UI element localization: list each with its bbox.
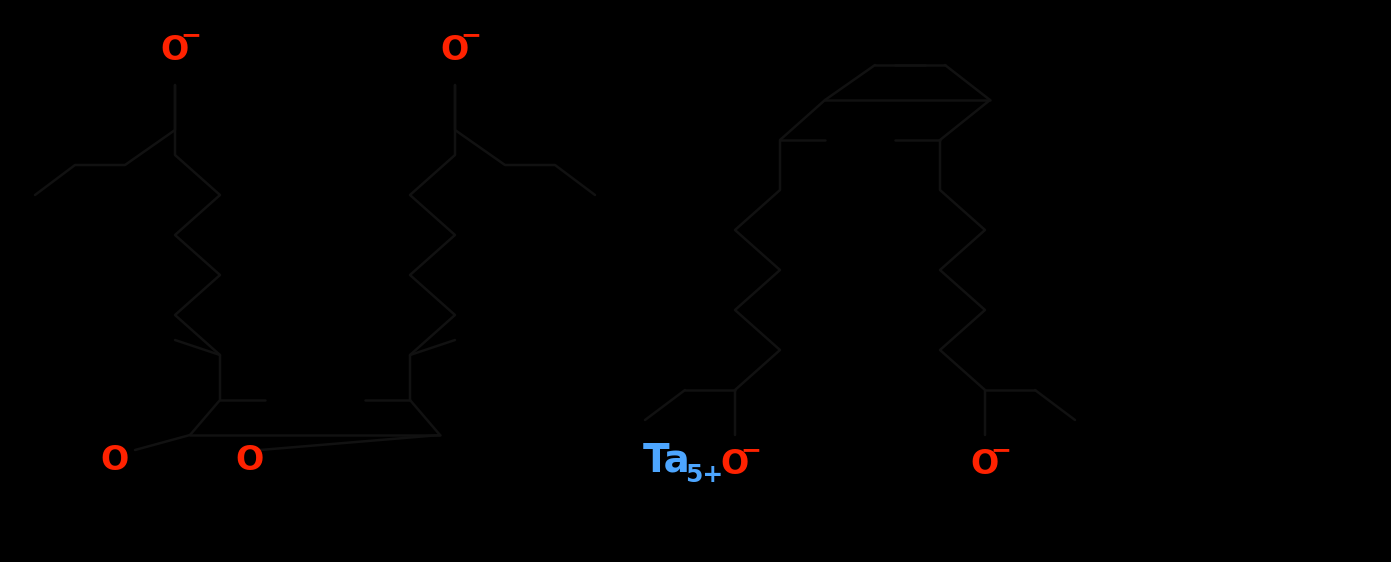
Text: −: − — [990, 438, 1011, 463]
Text: −: − — [460, 24, 481, 48]
Text: O: O — [236, 443, 264, 477]
Text: O: O — [721, 448, 750, 482]
Text: O: O — [441, 34, 469, 66]
Text: −: − — [179, 24, 202, 48]
Text: 5+: 5+ — [684, 463, 723, 487]
Text: O: O — [102, 443, 129, 477]
Text: O: O — [161, 34, 189, 66]
Text: −: − — [740, 438, 761, 463]
Text: Ta: Ta — [643, 442, 690, 480]
Text: O: O — [971, 448, 999, 482]
